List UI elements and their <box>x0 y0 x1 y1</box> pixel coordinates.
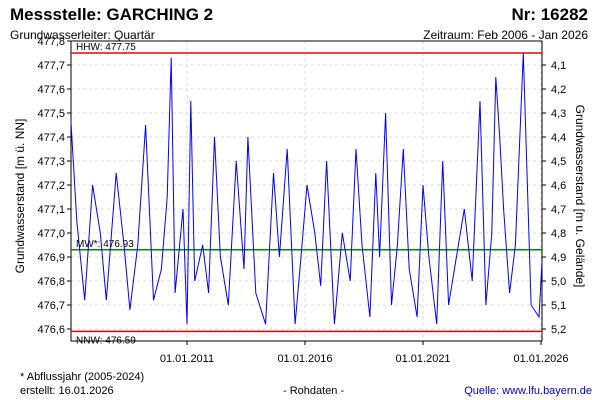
y2-tick-label: 5,0 <box>551 276 566 288</box>
raw-data-label: - Rohdaten - <box>283 385 345 397</box>
water-level-series-line <box>70 52 543 325</box>
y-tick-label: 477,1 <box>37 204 65 216</box>
y-tick-label: 477,4 <box>37 132 65 144</box>
y2-tick-label: 4,3 <box>551 108 566 120</box>
source-link[interactable]: Quelle: www.lfu.bayern.de <box>464 385 592 397</box>
y-tick-label: 477,3 <box>37 156 65 168</box>
y-tick-label: 477,2 <box>37 180 65 192</box>
y2-tick-label: 5,1 <box>551 300 566 312</box>
x-ticks: 01.01.2011 01.01.2016 01.01.2021 01.01.2026 <box>160 341 569 365</box>
y2-tick-label: 4,1 <box>551 60 566 72</box>
station-title: Messstelle: GARCHING 2 <box>10 5 214 24</box>
y-axis-label: Grundwasserstand [m ü. NN] <box>13 119 27 274</box>
y-tick-label: 477,0 <box>37 228 65 240</box>
right-y-ticks: 4,1 4,2 4,3 4,4 4,5 4,6 4,7 4,8 4,9 5,0 5,1 5,2 <box>542 60 566 336</box>
y-tick-label: 477,8 <box>37 36 65 48</box>
y-tick-label: 476,9 <box>37 252 65 264</box>
y2-tick-label: 5,2 <box>551 324 566 336</box>
reference-line-label: NNW: 476.59 <box>76 335 136 346</box>
y2-tick-label: 4,9 <box>551 252 566 264</box>
period-label: Zeitraum: Feb 2006 - Jan 2026 <box>423 28 588 42</box>
y-tick-label: 476,6 <box>37 324 65 336</box>
reference-line-label: MW*: 476.93 <box>76 239 134 250</box>
chart-grid <box>71 40 542 341</box>
reference-lines: HHW: 477.75 MW*: 476.93 NNW: 476.59 <box>71 42 542 346</box>
x-tick-label: 01.01.2011 <box>160 353 214 365</box>
reference-line-label: HHW: 477.75 <box>76 42 136 53</box>
y-tick-label: 476,7 <box>37 300 65 312</box>
x-tick-label: 01.01.2026 <box>513 353 568 365</box>
y2-tick-label: 4,7 <box>551 204 566 216</box>
x-tick-label: 01.01.2021 <box>396 353 451 365</box>
x-tick-label: 01.01.2016 <box>277 353 332 365</box>
created-date: erstellt: 16.01.2026 <box>20 385 114 397</box>
y-tick-label: 477,5 <box>37 108 65 120</box>
y2-tick-label: 4,5 <box>551 156 566 168</box>
y-tick-label: 476,8 <box>37 276 65 288</box>
y2-tick-label: 4,2 <box>551 84 566 96</box>
y2-tick-label: 4,4 <box>551 132 566 144</box>
y2-axis-label: Grundwasserstand [m u. Gelände] <box>573 105 587 288</box>
plot-frame <box>70 40 543 342</box>
footnote: * Abflussjahr (2005-2024) <box>20 371 145 383</box>
y-tick-label: 477,7 <box>37 60 65 72</box>
aquifer-label: Grundwasserleiter: Quartär <box>10 28 155 42</box>
y2-tick-label: 4,8 <box>551 228 566 240</box>
y-tick-label: 477,6 <box>37 84 65 96</box>
station-number: Nr: 16282 <box>511 5 588 24</box>
left-y-ticks: 476,6 476,7 476,8 476,9 477,0 477,1 477,2 477,3… <box>37 36 71 336</box>
y2-tick-label: 4,6 <box>551 180 566 192</box>
